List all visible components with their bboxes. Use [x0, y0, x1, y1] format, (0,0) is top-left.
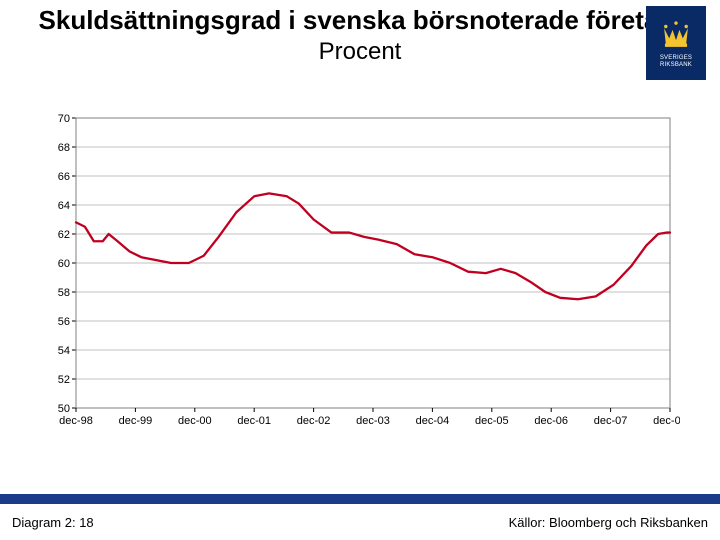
svg-text:54: 54 [58, 345, 70, 357]
line-chart: 50 52 54 56 58 60 62 64 66 68 70 dec-98 dec-99 dec-00… [40, 112, 680, 452]
svg-text:dec-98: dec-98 [59, 415, 93, 427]
page-title: Skuldsättningsgrad i svenska börsnoterad… [0, 6, 720, 36]
svg-text:dec-99: dec-99 [119, 415, 153, 427]
svg-text:70: 70 [58, 113, 70, 125]
slide: Skuldsättningsgrad i svenska börsnoterad… [0, 0, 720, 540]
logo-line2: RIKSBANK [660, 62, 692, 69]
svg-text:dec-08: dec-08 [653, 415, 680, 427]
svg-text:60: 60 [58, 258, 70, 270]
svg-text:68: 68 [58, 142, 70, 154]
logo-line1: SVERIGES [660, 55, 692, 62]
svg-text:dec-06: dec-06 [534, 415, 568, 427]
page-subtitle: Procent [0, 38, 720, 66]
source-text: Källor: Bloomberg och Riksbanken [509, 515, 708, 530]
divider-bar [0, 494, 720, 504]
svg-text:66: 66 [58, 171, 70, 183]
footer: Diagram 2: 18 Källor: Bloomberg och Riks… [0, 504, 720, 540]
crown-icon [659, 18, 693, 52]
header: Skuldsättningsgrad i svenska börsnoterad… [0, 0, 720, 66]
chart-svg: 50 52 54 56 58 60 62 64 66 68 70 dec-98 dec-99 dec-00… [40, 112, 680, 452]
svg-text:64: 64 [58, 200, 70, 212]
logo-text: SVERIGES RIKSBANK [660, 55, 692, 68]
diagram-number: Diagram 2: 18 [12, 515, 94, 530]
svg-text:dec-02: dec-02 [297, 415, 331, 427]
svg-text:dec-01: dec-01 [237, 415, 271, 427]
svg-text:dec-04: dec-04 [416, 415, 450, 427]
svg-text:dec-00: dec-00 [178, 415, 212, 427]
svg-text:52: 52 [58, 374, 70, 386]
riksbank-logo: SVERIGES RIKSBANK [646, 6, 706, 80]
svg-text:dec-05: dec-05 [475, 415, 509, 427]
svg-text:50: 50 [58, 403, 70, 415]
svg-text:dec-07: dec-07 [594, 415, 628, 427]
svg-text:dec-03: dec-03 [356, 415, 390, 427]
svg-text:62: 62 [58, 229, 70, 241]
svg-text:58: 58 [58, 287, 70, 299]
svg-text:56: 56 [58, 316, 70, 328]
